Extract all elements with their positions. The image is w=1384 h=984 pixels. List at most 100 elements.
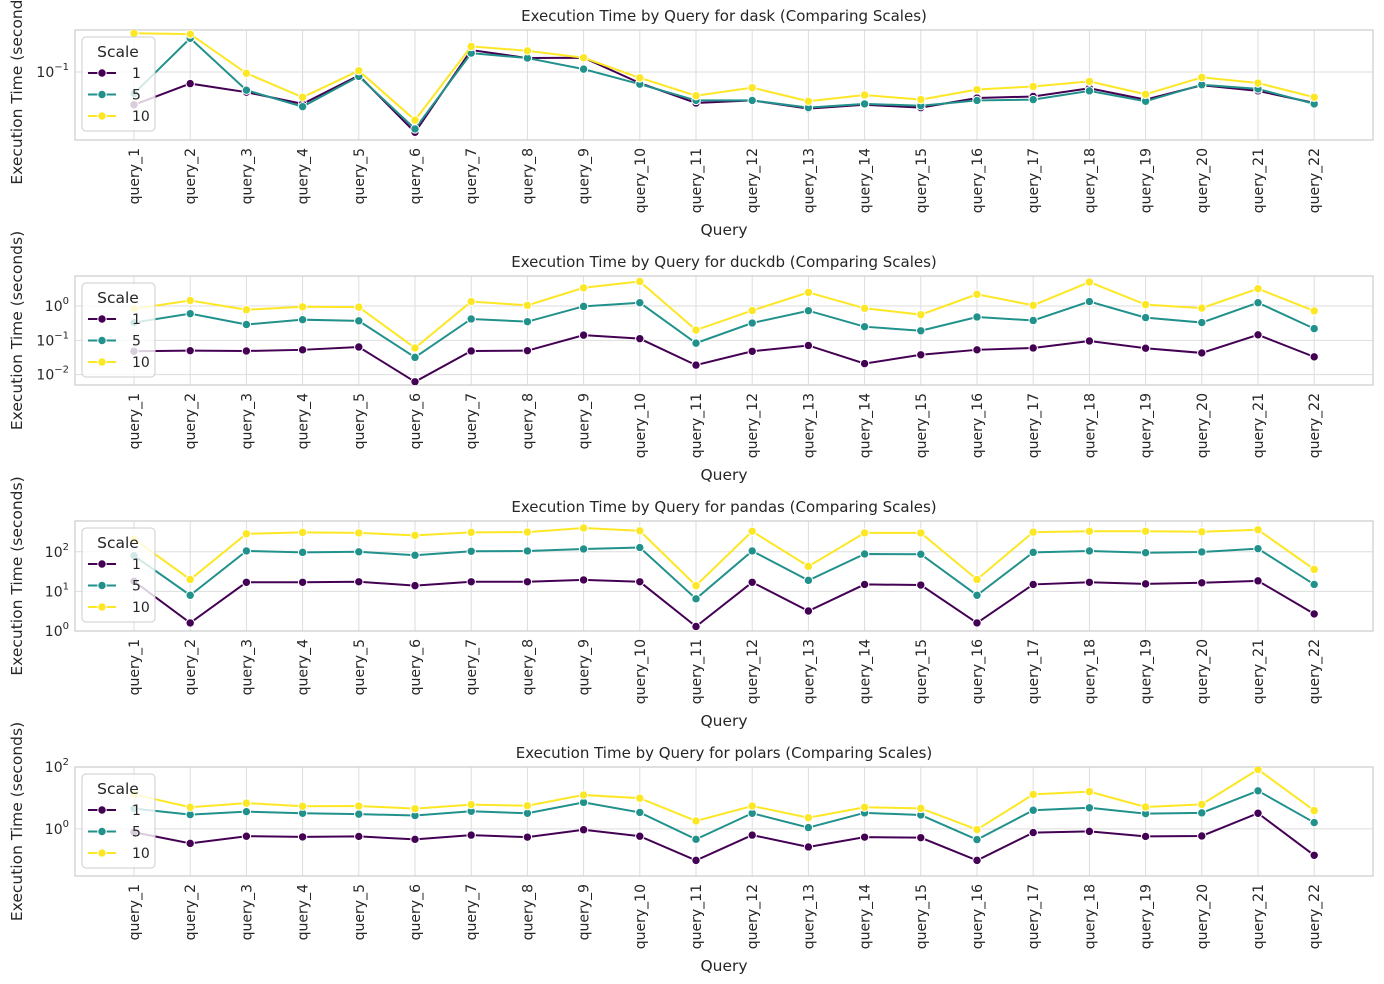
data-point [747,526,757,536]
data-point [635,276,645,287]
data-point [916,326,926,336]
data-point [466,296,476,307]
legend-box [81,36,156,132]
data-point [522,832,533,842]
series-1 [129,330,1319,385]
series-line [133,280,1315,350]
x-axis-label: Query [700,466,747,484]
data-point [354,831,364,842]
legend-swatch-marker [97,826,107,837]
plot-frame [74,766,1374,877]
data-point [354,577,364,587]
legend-swatch-marker [97,848,107,858]
data-point [803,606,814,616]
x-tick-label: query_19 [1139,148,1155,213]
data-point [185,295,195,306]
data-point [1028,343,1038,353]
x-tick-label: query_12 [745,639,761,704]
data-point [747,305,757,316]
x-axis-label: Query [700,221,747,239]
data-point [747,546,757,556]
data-point [410,377,420,385]
data-point [466,41,476,52]
x-tick-label: query_1 [127,148,143,204]
x-tick-label: query_10 [633,148,649,213]
data-point [635,333,645,344]
data-point [578,523,589,533]
data-point [522,801,533,811]
x-tick-label: query_17 [1026,148,1042,213]
data-point [1309,323,1319,334]
data-point [1309,817,1319,828]
data-point [635,526,645,536]
series-10 [129,767,1319,835]
x-tick-label: query_11 [689,393,705,458]
data-point [1197,527,1207,537]
data-point [859,321,870,332]
x-tick-label: query_15 [914,148,930,213]
data-point [972,618,982,628]
data-point [354,342,364,352]
data-point [466,314,476,324]
data-point [635,73,645,83]
x-tick-label: query_7 [464,884,480,940]
y-axis-label: Execution Time (seconds) [8,0,26,185]
data-point [410,343,420,353]
data-point [410,115,420,125]
data-point [241,305,252,315]
data-point [1309,564,1319,575]
x-axis-label: Query [700,957,747,975]
x-tick-label: query_12 [745,393,761,458]
x-tick-label: query_22 [1307,639,1323,704]
legend-title: Scale [97,43,139,61]
legend-title: Scale [97,534,139,552]
x-tick-label: query_2 [183,148,199,204]
data-point [747,801,757,811]
data-point [972,590,982,600]
data-point [578,330,589,340]
data-point [916,832,926,843]
data-point [354,547,364,557]
data-point [1140,831,1151,842]
x-tick-label: query_3 [239,884,255,940]
legend-entry: 1 [132,803,141,819]
series-5 [129,33,1319,134]
legend: Scale 1 5 10 [81,527,156,623]
x-tick-label: query_4 [296,639,312,695]
data-point [578,825,589,835]
data-point [241,346,252,356]
x-tick-label: query_18 [1082,639,1098,704]
y-tick-label: 101 [45,581,69,600]
series-10 [129,276,1319,353]
data-point [297,302,308,312]
x-tick-label: query_4 [296,884,312,940]
y-tick-label: 100 [45,819,69,838]
legend-entry: 10 [132,600,150,616]
data-point [972,574,982,585]
legend-swatch-marker [97,357,107,367]
data-point [747,830,757,840]
x-axis-label: Query [700,712,747,730]
data-point [185,590,195,600]
chart-title: Execution Time by Query for duckdb (Comp… [511,253,937,271]
x-tick-label: query_13 [801,639,817,704]
x-tick-label: query_11 [689,639,705,704]
series-line [133,526,1315,588]
x-tick-label: query_2 [183,393,199,449]
x-tick-label: query_3 [239,148,255,204]
x-tick-label: query_10 [633,639,649,704]
plot-frame [74,29,1374,141]
data-point [410,352,420,363]
data-point [1140,802,1151,812]
data-point [1197,831,1207,841]
data-point [1197,799,1207,810]
y-tick-label: 100 [45,296,69,315]
x-tick-label: query_15 [914,884,930,949]
legend-entry: 1 [132,312,141,328]
x-tick-label: query_20 [1195,639,1211,704]
data-point [578,301,589,312]
data-point [522,527,533,537]
data-point [185,30,195,39]
data-point [297,314,308,325]
